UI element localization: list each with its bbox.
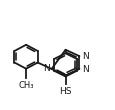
Text: N: N	[43, 64, 50, 73]
Text: HS: HS	[59, 87, 71, 96]
Text: N: N	[82, 52, 88, 61]
Text: N: N	[82, 65, 88, 74]
Text: CH₃: CH₃	[18, 81, 34, 90]
